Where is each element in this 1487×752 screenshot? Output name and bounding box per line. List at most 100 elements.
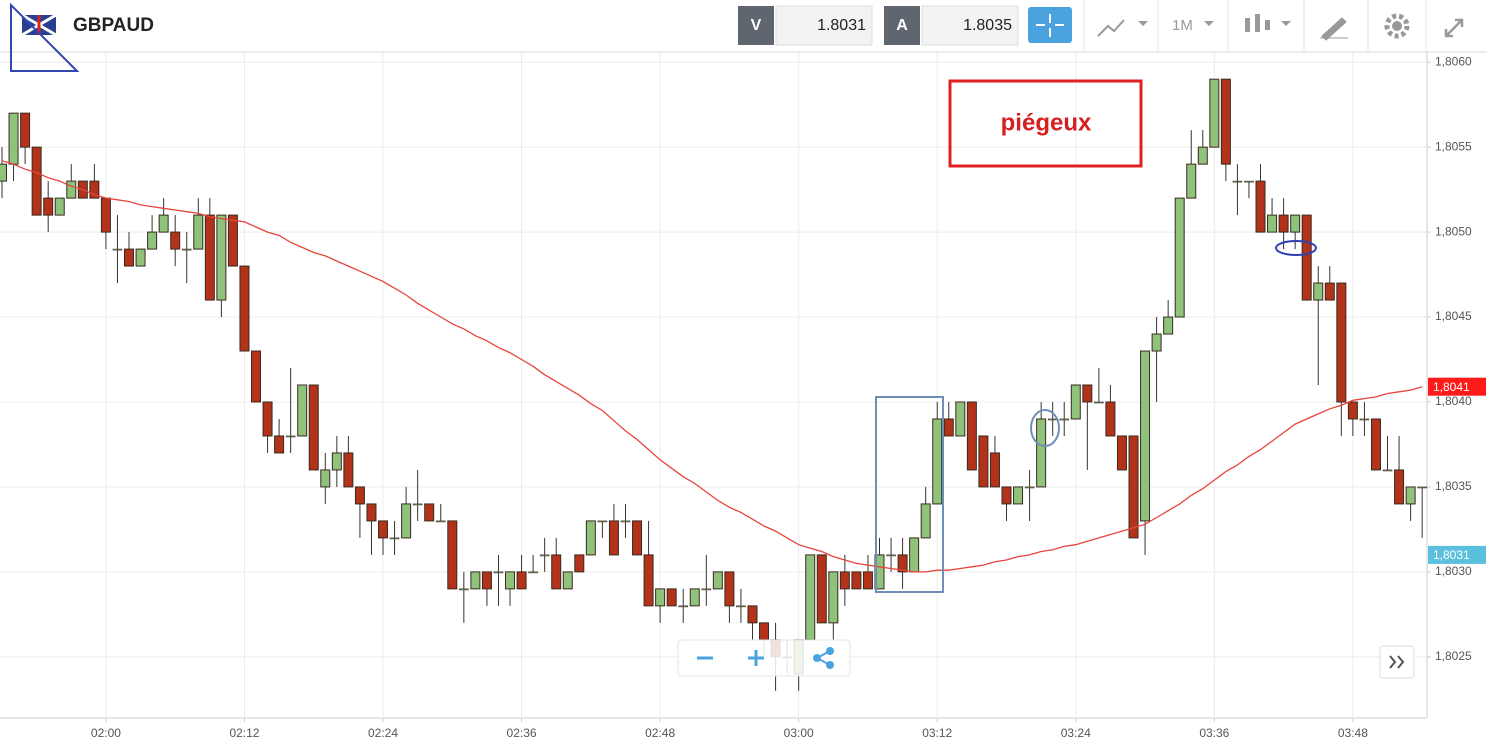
zoom-in[interactable]: [748, 650, 764, 666]
bid-label: V: [751, 17, 762, 34]
candle-body: [481, 571, 492, 590]
candle-body: [308, 384, 319, 471]
scroll-end-button[interactable]: [1379, 645, 1415, 679]
candle-body: [54, 197, 65, 216]
candle-body: [1417, 486, 1427, 489]
candle-body: [1047, 418, 1058, 421]
candle-body: [678, 605, 689, 608]
timeframe[interactable]: 1M: [1172, 17, 1193, 34]
candle-body: [1347, 401, 1358, 420]
candle-body: [1394, 469, 1405, 505]
candle-body: [389, 537, 400, 540]
candle-body: [585, 520, 596, 556]
candle-body: [724, 571, 735, 607]
candle-body: [0, 163, 7, 182]
candle-body: [1128, 435, 1139, 539]
share-button[interactable]: [813, 647, 834, 669]
candle-body: [1405, 486, 1416, 505]
candle-body: [158, 214, 169, 233]
highlight-ellipse: [1275, 240, 1317, 256]
candle-body: [989, 452, 1000, 488]
price-marker-label: 1,8041: [1433, 380, 1470, 394]
candle-body: [1105, 401, 1116, 437]
chart-type-icon[interactable]: [1097, 19, 1125, 37]
y-tick-label: 1,8025: [1435, 649, 1472, 663]
candle-body: [1116, 435, 1127, 471]
candle-body: [655, 588, 666, 607]
candle-body: [816, 554, 827, 624]
candle-body: [862, 571, 873, 590]
candle-body: [839, 571, 850, 590]
crosshair-button[interactable]: [1028, 7, 1072, 43]
draw-icon[interactable]: [1320, 17, 1348, 41]
candle-body: [66, 180, 77, 199]
candle-body: [1024, 486, 1035, 489]
candle-body: [20, 112, 31, 148]
settings-icon[interactable]: [1384, 13, 1410, 39]
candle-body: [1220, 78, 1231, 165]
candle-body: [978, 435, 989, 488]
toolbar: GBPAUD V 1.8031 A 1.8035 1M: [0, 0, 1487, 72]
candle-body: [1382, 469, 1393, 472]
y-tick-label: 1,8030: [1435, 564, 1472, 578]
candle-body: [874, 554, 885, 590]
candle-body: [354, 486, 365, 505]
candle-body: [239, 265, 250, 352]
bid-button[interactable]: [738, 6, 774, 45]
candle-body: [181, 248, 192, 251]
y-tick-label: 1,8040: [1435, 394, 1472, 408]
candle-body: [1359, 418, 1370, 421]
candle-body: [262, 401, 273, 437]
y-tick-label: 1,8035: [1435, 479, 1472, 493]
candle-body: [851, 571, 862, 590]
candle-icon[interactable]: [1245, 14, 1270, 32]
candle-body: [216, 214, 227, 301]
x-tick-label: 03:24: [1061, 726, 1091, 740]
candle-body: [1140, 350, 1151, 522]
candle-body: [1301, 214, 1312, 301]
candle-body: [1324, 282, 1335, 301]
candle-body: [170, 231, 181, 250]
candle-body: [1001, 486, 1012, 505]
candle-body: [574, 554, 585, 573]
candle-body: [562, 571, 573, 590]
fullscreen-icon[interactable]: [1444, 18, 1464, 38]
candle-body: [1336, 282, 1347, 403]
candle-body: [435, 520, 446, 523]
candle-body: [204, 214, 215, 301]
y-tick-label: 1,8045: [1435, 309, 1472, 323]
candle-body: [274, 435, 285, 454]
caret: [1281, 21, 1291, 26]
candle-body: [1082, 384, 1093, 403]
candle-body: [608, 520, 619, 556]
annotation-box: [948, 79, 1143, 168]
y-tick-label: 1,8060: [1435, 54, 1472, 68]
flag-icon: [21, 13, 57, 37]
candle-body: [447, 520, 458, 590]
candle-body: [285, 435, 296, 438]
candle-body: [412, 503, 423, 506]
candle-body: [528, 571, 538, 574]
candle-body: [966, 401, 977, 471]
candle-body: [1036, 418, 1047, 488]
candle-body: [251, 350, 262, 403]
candle-body: [909, 537, 920, 573]
candle-body: [828, 571, 839, 624]
candle-body: [1186, 163, 1197, 199]
candle-body: [805, 554, 816, 641]
candle-body: [1244, 180, 1254, 183]
candle-body: [1370, 418, 1381, 471]
candle-body: [424, 503, 435, 522]
candle-body: [516, 571, 527, 590]
ask-button[interactable]: [884, 6, 920, 45]
x-tick-label: 03:48: [1338, 726, 1368, 740]
candle-body: [1267, 214, 1278, 233]
price-marker-label: 1,8031: [1433, 548, 1470, 562]
candle-body: [632, 520, 643, 556]
candle-body: [147, 231, 158, 250]
candle-body: [493, 571, 504, 574]
candle-body: [1197, 146, 1208, 165]
x-tick-label: 02:00: [91, 726, 121, 740]
